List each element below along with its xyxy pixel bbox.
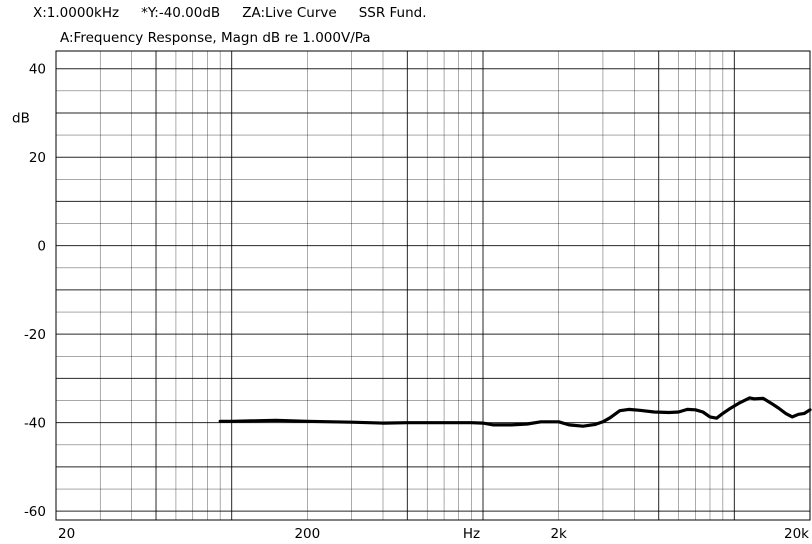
y-tick-label: 20 [29,150,46,166]
y-tick-label: -40 [24,416,46,432]
y-axis-label: dB [12,110,30,126]
y-tick-label: -60 [24,504,46,520]
y-cursor-readout: *Y:-40.00dB [141,5,221,21]
x-tick-label: 20k [784,526,809,542]
x-axis-label: Hz [463,526,480,542]
x-cursor-readout: X:1.0000kHz [33,5,120,21]
x-tick-label: 20 [58,526,75,542]
plot-frame [55,50,811,521]
y-tick-label: 0 [37,239,46,255]
za-curve-readout: ZA:Live Curve [242,5,337,21]
frequency-response-curve [218,396,812,428]
cursor-readout-bar: X:1.0000kHz *Y:-40.00dB ZA:Live Curve SSR F… [33,5,449,21]
grid-lines [55,51,811,520]
x-axis-tick-labels: 20 200 2k 20k [58,526,809,542]
x-tick-label: 200 [294,526,320,542]
chart-title: A:Frequency Response, Magn dB re 1.000V/… [60,30,371,46]
y-tick-label: -20 [24,327,46,343]
curve-layer [218,396,812,428]
analyzer-mode-label: SSR Fund. [358,5,427,21]
y-tick-label: 40 [29,62,46,78]
x-tick-label: 2k [550,526,567,542]
y-axis-tick-labels: 40 20 0 -20 -40 -60 [24,62,46,520]
